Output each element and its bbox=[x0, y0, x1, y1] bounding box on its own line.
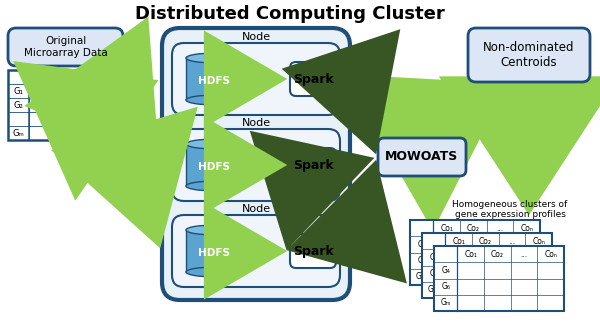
FancyBboxPatch shape bbox=[172, 215, 340, 287]
Text: Spark: Spark bbox=[293, 244, 334, 257]
Ellipse shape bbox=[186, 181, 242, 191]
Text: Co₂: Co₂ bbox=[57, 72, 71, 82]
Text: HDFS: HDFS bbox=[198, 76, 230, 86]
Text: Coₙ: Coₙ bbox=[520, 224, 533, 233]
Text: Non-dominated
Centroids: Non-dominated Centroids bbox=[483, 41, 575, 69]
Text: Coₙ: Coₙ bbox=[104, 72, 118, 82]
FancyBboxPatch shape bbox=[162, 28, 350, 300]
Ellipse shape bbox=[186, 139, 242, 149]
Text: MOWOATS: MOWOATS bbox=[385, 150, 458, 163]
Text: Original
Microarray Data: Original Microarray Data bbox=[23, 36, 107, 58]
Text: Co₂: Co₂ bbox=[479, 237, 492, 246]
Ellipse shape bbox=[186, 267, 242, 277]
Bar bbox=[186, 230, 242, 272]
FancyBboxPatch shape bbox=[8, 28, 123, 66]
FancyBboxPatch shape bbox=[378, 138, 466, 176]
Ellipse shape bbox=[186, 225, 242, 235]
Bar bbox=[186, 58, 242, 100]
Text: G₄: G₄ bbox=[441, 266, 450, 275]
Text: Co₁: Co₁ bbox=[34, 72, 47, 82]
FancyBboxPatch shape bbox=[172, 129, 340, 201]
Bar bbox=[422, 233, 552, 298]
FancyBboxPatch shape bbox=[172, 43, 340, 115]
Text: Spark: Spark bbox=[293, 159, 334, 172]
Text: G₆: G₆ bbox=[441, 282, 450, 291]
Text: Co₁: Co₁ bbox=[464, 250, 477, 259]
Text: G₇: G₇ bbox=[429, 269, 438, 278]
Text: Spark: Spark bbox=[293, 72, 334, 85]
Text: G₁₅: G₁₅ bbox=[416, 272, 428, 281]
Text: Node: Node bbox=[241, 118, 271, 128]
FancyBboxPatch shape bbox=[290, 234, 336, 268]
Text: HDFS: HDFS bbox=[198, 162, 230, 172]
Text: Co₂: Co₂ bbox=[491, 250, 504, 259]
Bar bbox=[410, 220, 540, 285]
Text: ...: ... bbox=[508, 237, 515, 246]
Text: G₃: G₃ bbox=[429, 253, 438, 262]
Text: ...: ... bbox=[84, 72, 92, 82]
Text: HDFS: HDFS bbox=[198, 248, 230, 258]
Text: Node: Node bbox=[241, 204, 271, 214]
Text: G₂: G₂ bbox=[13, 100, 23, 110]
Text: ...: ... bbox=[520, 250, 527, 259]
Text: Node: Node bbox=[241, 32, 271, 42]
Text: G₁₁: G₁₁ bbox=[428, 285, 440, 294]
Text: Coₙ: Coₙ bbox=[532, 237, 545, 246]
Bar bbox=[186, 144, 242, 186]
Text: Gₘ: Gₘ bbox=[440, 298, 451, 307]
FancyBboxPatch shape bbox=[468, 28, 590, 82]
FancyBboxPatch shape bbox=[290, 62, 336, 96]
Ellipse shape bbox=[186, 95, 242, 105]
Text: Gₘ: Gₘ bbox=[13, 128, 24, 137]
FancyBboxPatch shape bbox=[290, 148, 336, 182]
Text: G₁: G₁ bbox=[13, 86, 23, 96]
Bar bbox=[434, 246, 564, 311]
Text: Coₙ: Coₙ bbox=[544, 250, 557, 259]
Text: Co₁: Co₁ bbox=[440, 224, 453, 233]
Text: Homogeneous clusters of
gene expression profiles: Homogeneous clusters of gene expression … bbox=[452, 200, 568, 219]
Bar bbox=[8, 70, 123, 140]
Text: Co₂: Co₂ bbox=[467, 224, 480, 233]
Text: G₁: G₁ bbox=[417, 240, 426, 249]
Text: Distributed Computing Cluster: Distributed Computing Cluster bbox=[135, 5, 445, 23]
Ellipse shape bbox=[186, 53, 242, 63]
Text: Co₁: Co₁ bbox=[452, 237, 465, 246]
Text: G₉: G₉ bbox=[417, 256, 426, 265]
Text: ...: ... bbox=[496, 224, 503, 233]
